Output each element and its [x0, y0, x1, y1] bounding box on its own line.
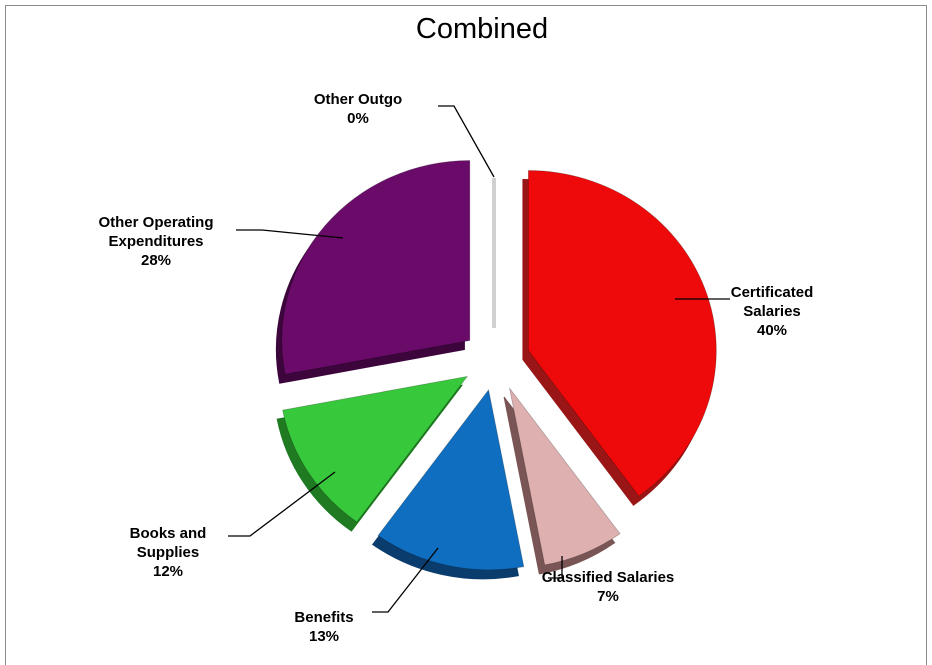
data-label-other-outgo-pct: 0%	[347, 110, 369, 127]
data-label-benefits-pct: 13%	[309, 628, 339, 645]
data-label-books-and-supplies-pct: 12%	[153, 563, 183, 580]
leader-line-benefits	[372, 547, 439, 613]
data-label-other-operating-expenditures: Expenditures	[108, 233, 203, 250]
data-label-certificated-salaries-pct: 40%	[757, 322, 787, 339]
slice-classified-salaries	[509, 387, 621, 566]
data-label-other-outgo: Other Outgo	[314, 91, 402, 108]
data-label-books-and-supplies: Supplies	[137, 544, 200, 561]
data-label-benefits: Benefits	[294, 609, 353, 626]
leader-line-books-and-supplies	[228, 471, 336, 537]
slice-certificated-salaries	[527, 170, 717, 497]
data-label-other-operating-expenditures: Other Operating	[98, 214, 213, 231]
data-label-other-operating-expenditures-pct: 28%	[141, 252, 171, 269]
data-label-certificated-salaries: Certificated	[731, 284, 814, 301]
data-label-classified-salaries-pct: 7%	[597, 588, 619, 605]
leader-line-other-operating-expenditures	[236, 229, 344, 239]
data-label-books-and-supplies: Books and	[130, 525, 207, 542]
data-label-certificated-salaries: Salaries	[743, 303, 801, 320]
leader-line-other-outgo	[438, 105, 495, 178]
slice-benefits	[377, 388, 525, 571]
chart-title: Combined	[416, 13, 548, 45]
slice-books-and-supplies	[282, 375, 469, 523]
pie-chart: Combined Certificated Salaries 40% Classifi…	[98, 13, 814, 645]
data-label-classified-salaries: Classified Salaries	[542, 569, 675, 586]
leader-line-classified-salaries	[548, 556, 563, 579]
slice-other-operating-expenditures	[281, 160, 471, 375]
chart-frame	[5, 5, 927, 665]
